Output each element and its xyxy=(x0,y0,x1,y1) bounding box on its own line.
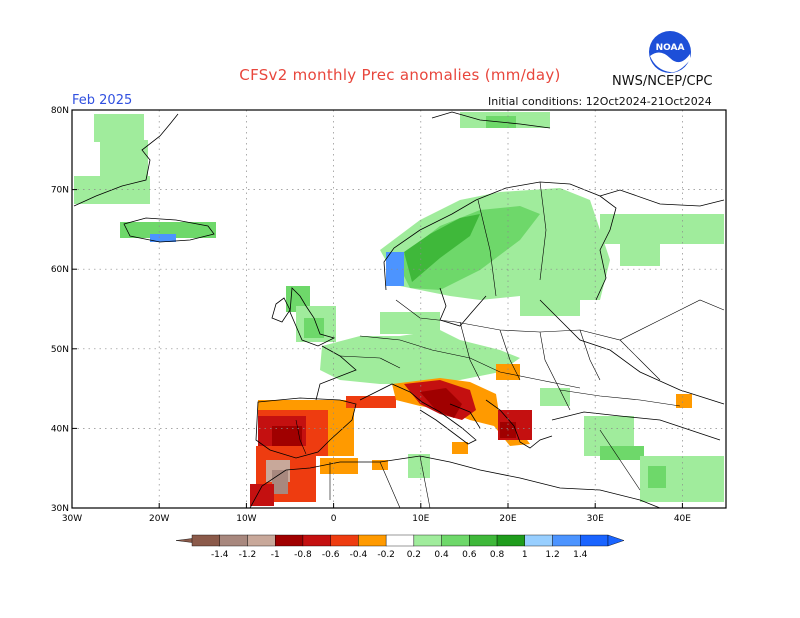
graticule xyxy=(72,110,726,508)
lon-tick-label: 30E xyxy=(587,514,604,524)
lat-tick-label: 50N xyxy=(51,345,69,355)
colorbar-swatch xyxy=(496,534,526,547)
colorbar: -1.4 -1.2 -1 -0.8 -0.6 -0.4 -0.2 0.2 0.4 0.6 0.8 1 1… xyxy=(175,534,625,560)
agency-label: NWS/NCEP/CPC xyxy=(612,74,713,89)
colorbar-label: 1 xyxy=(522,550,528,560)
map-title: CFSv2 monthly Prec anomalies (mm/day) xyxy=(239,66,561,84)
colorbar-label: 1.2 xyxy=(545,550,559,560)
colorbar-label: -0.6 xyxy=(322,550,340,560)
colorbar-swatch xyxy=(385,534,415,547)
lon-tick-label: 0 xyxy=(331,514,337,524)
colorbar-label: -0.8 xyxy=(294,550,312,560)
colorbar-label: -0.4 xyxy=(350,550,368,560)
noaa-logo-icon: NOAA xyxy=(649,31,691,73)
colorbar-swatch xyxy=(580,534,609,547)
lat-tick-label: 30N xyxy=(51,504,69,514)
forecast-month: Feb 2025 xyxy=(72,93,133,108)
lat-tick-label: 80N xyxy=(51,106,69,116)
colorbar-swatch xyxy=(524,534,553,547)
lat-tick-label: 40N xyxy=(51,424,69,434)
colorbar-label: -0.2 xyxy=(377,550,395,560)
colorbar-label: 0.4 xyxy=(434,550,449,560)
colorbar-label: 0.2 xyxy=(407,550,421,560)
colorbar-swatch xyxy=(441,534,470,547)
initial-conditions: Initial conditions: 12Oct2024-21Oct2024 xyxy=(488,95,712,108)
colorbar-swatch xyxy=(607,534,625,547)
lon-tick-label: 10W xyxy=(236,514,256,524)
logo-text: NOAA xyxy=(656,43,685,53)
lon-tick-label: 40E xyxy=(674,514,691,524)
colorbar-swatch xyxy=(413,534,442,547)
anomaly-shading xyxy=(74,112,724,506)
colorbar-swatch xyxy=(247,534,276,547)
colorbar-label: 1.4 xyxy=(573,550,588,560)
colorbar-swatch xyxy=(358,534,387,547)
colorbar-label: -1.4 xyxy=(211,550,229,560)
colorbar-swatch xyxy=(469,534,498,547)
colorbar-label: -1.2 xyxy=(239,550,257,560)
lat-tick-label: 60N xyxy=(51,265,69,275)
colorbar-label: -1 xyxy=(271,550,280,560)
lon-tick-label: 10E xyxy=(412,514,429,524)
colorbar-swatch xyxy=(191,534,220,547)
map-frame xyxy=(71,109,727,509)
lon-tick-label: 20W xyxy=(149,514,169,524)
colorbar-label: 0.6 xyxy=(462,550,477,560)
colorbar-swatch xyxy=(275,534,304,547)
lat-tick-label: 70N xyxy=(51,186,69,196)
lon-tick-label: 20E xyxy=(499,514,516,524)
colorbar-swatch xyxy=(552,534,581,547)
axis-ticks: 30W 20W 10W 0 10E 20E 30E 40E 30N 40N 50N 60N 70N 80N xyxy=(51,106,691,524)
borders xyxy=(295,181,725,509)
colorbar-swatch xyxy=(302,534,331,547)
colorbar-swatch xyxy=(219,534,248,547)
colorbar-label: 0.8 xyxy=(490,550,505,560)
colorbar-swatch xyxy=(330,534,359,547)
lon-tick-label: 30W xyxy=(62,514,82,524)
